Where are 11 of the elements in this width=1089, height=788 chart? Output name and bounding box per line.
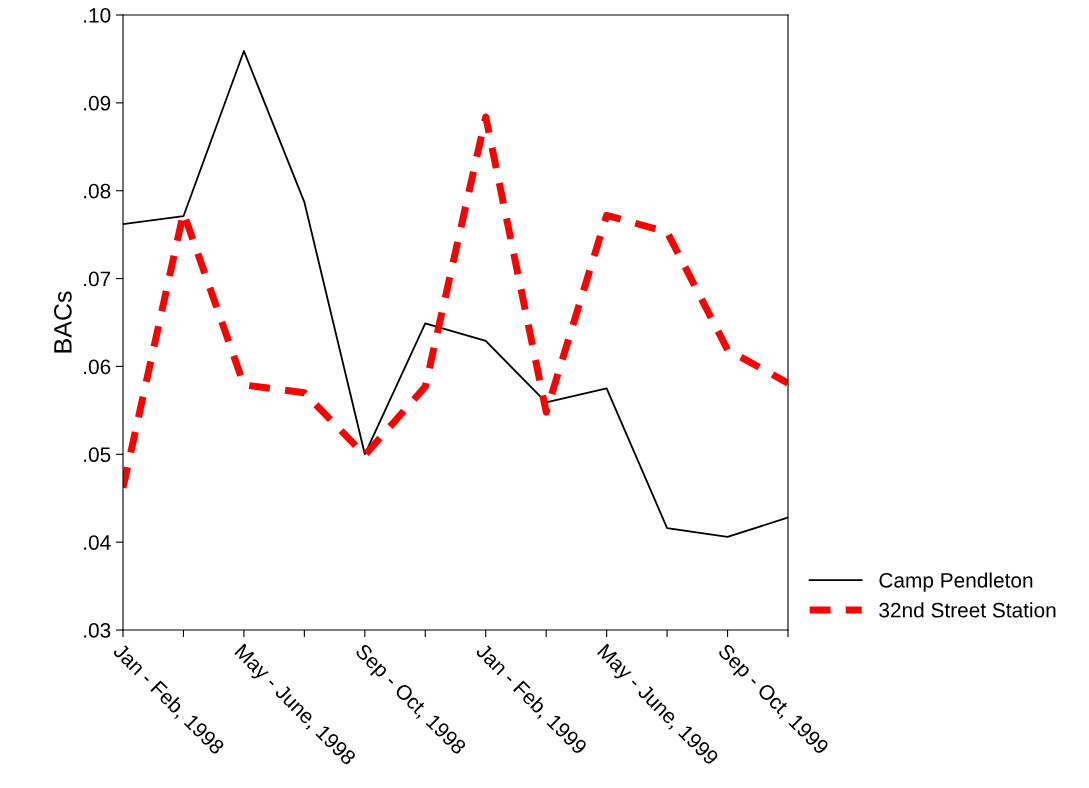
y-tick-label: .06 [84,359,111,375]
y-tick-label: .03 [84,623,111,638]
legend-label: Camp Pendleton [879,572,1033,592]
y-axis-title: BACs [54,291,72,353]
y-tick-label: .08 [84,183,111,199]
legend-label: 32nd Street Station [879,602,1056,618]
y-tick-label: .05 [84,447,111,463]
y-tick-label: .10 [84,8,111,23]
y-tick-label: .04 [84,535,111,550]
y-tick-label: .07 [84,271,111,287]
y-tick-label: .09 [84,95,111,111]
